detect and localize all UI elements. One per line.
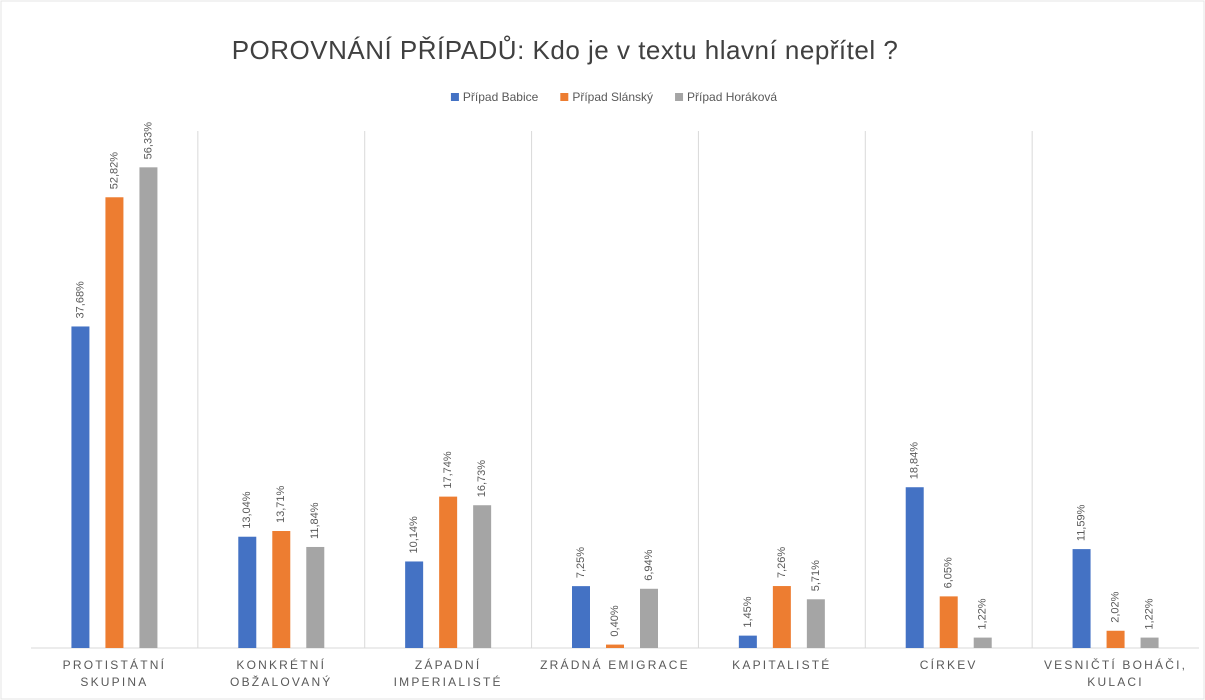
bar (238, 536, 257, 648)
data-label: 52,82% (108, 152, 120, 190)
bar (973, 637, 992, 648)
data-label: 13,04% (241, 491, 253, 529)
bar (606, 644, 624, 648)
bar (405, 561, 424, 648)
data-label: 11,59% (1075, 504, 1087, 541)
legend-label: Případ Babice (463, 90, 539, 104)
x-tick-label: ZRÁDNÁ EMIGRACE (540, 658, 690, 672)
bar (738, 635, 757, 648)
x-tick-label: CÍRKEV (919, 658, 978, 672)
bar (473, 505, 492, 648)
bar (905, 487, 924, 648)
bar (572, 586, 590, 648)
data-label: 6,94% (643, 549, 655, 580)
data-label: 13,71% (275, 485, 287, 523)
data-label: 37,68% (74, 281, 86, 319)
data-label: 1,45% (742, 596, 754, 627)
chart-title: POROVNÁNÍ PŘÍPADŮ: Kdo je v textu hlavní… (232, 34, 899, 65)
data-label: 0,40% (609, 605, 621, 636)
data-label: 2,02% (1109, 591, 1121, 622)
data-label: 1,22% (1143, 598, 1155, 629)
legend-swatch (450, 93, 459, 101)
data-label: 56,33% (142, 122, 154, 160)
data-label: 1,22% (977, 598, 989, 629)
bar (306, 546, 325, 648)
bar (139, 167, 158, 649)
x-tick-label: KAPITALISTÉ (732, 658, 832, 672)
data-label: 7,26% (776, 547, 788, 578)
bar (939, 596, 958, 648)
bar (1072, 549, 1091, 648)
data-label: 5,71% (810, 560, 822, 591)
bar (439, 496, 458, 648)
data-label: 11,84% (309, 502, 321, 539)
data-label: 16,73% (476, 460, 488, 498)
bar (640, 588, 658, 648)
bar (105, 197, 124, 648)
x-tick-label: KONKRÉTNÍ OBŽALOVANÝ (230, 658, 333, 689)
bar (272, 531, 291, 648)
bar (1106, 630, 1125, 648)
x-tick-label: PROTISTÁTNÍ SKUPINA (62, 658, 167, 689)
legend-swatch (560, 93, 569, 101)
data-label: 7,25% (575, 547, 587, 578)
data-label: 17,74% (442, 451, 454, 489)
data-label: 10,14% (408, 516, 420, 554)
bar (71, 326, 90, 648)
bar (772, 586, 791, 648)
legend-label: Případ Horáková (687, 90, 777, 104)
x-tick-label: ZÁPADNÍ IMPERIALISTÉ (393, 658, 503, 689)
data-label: 6,05% (943, 557, 955, 588)
bar (1140, 637, 1159, 648)
legend-swatch (675, 93, 684, 101)
legend-label: Případ Slánský (572, 90, 653, 104)
data-label: 18,84% (909, 442, 921, 480)
x-tick-label: VESNIČTÍ BOHÁČI, KULACI (1043, 658, 1188, 689)
bar (806, 599, 825, 648)
